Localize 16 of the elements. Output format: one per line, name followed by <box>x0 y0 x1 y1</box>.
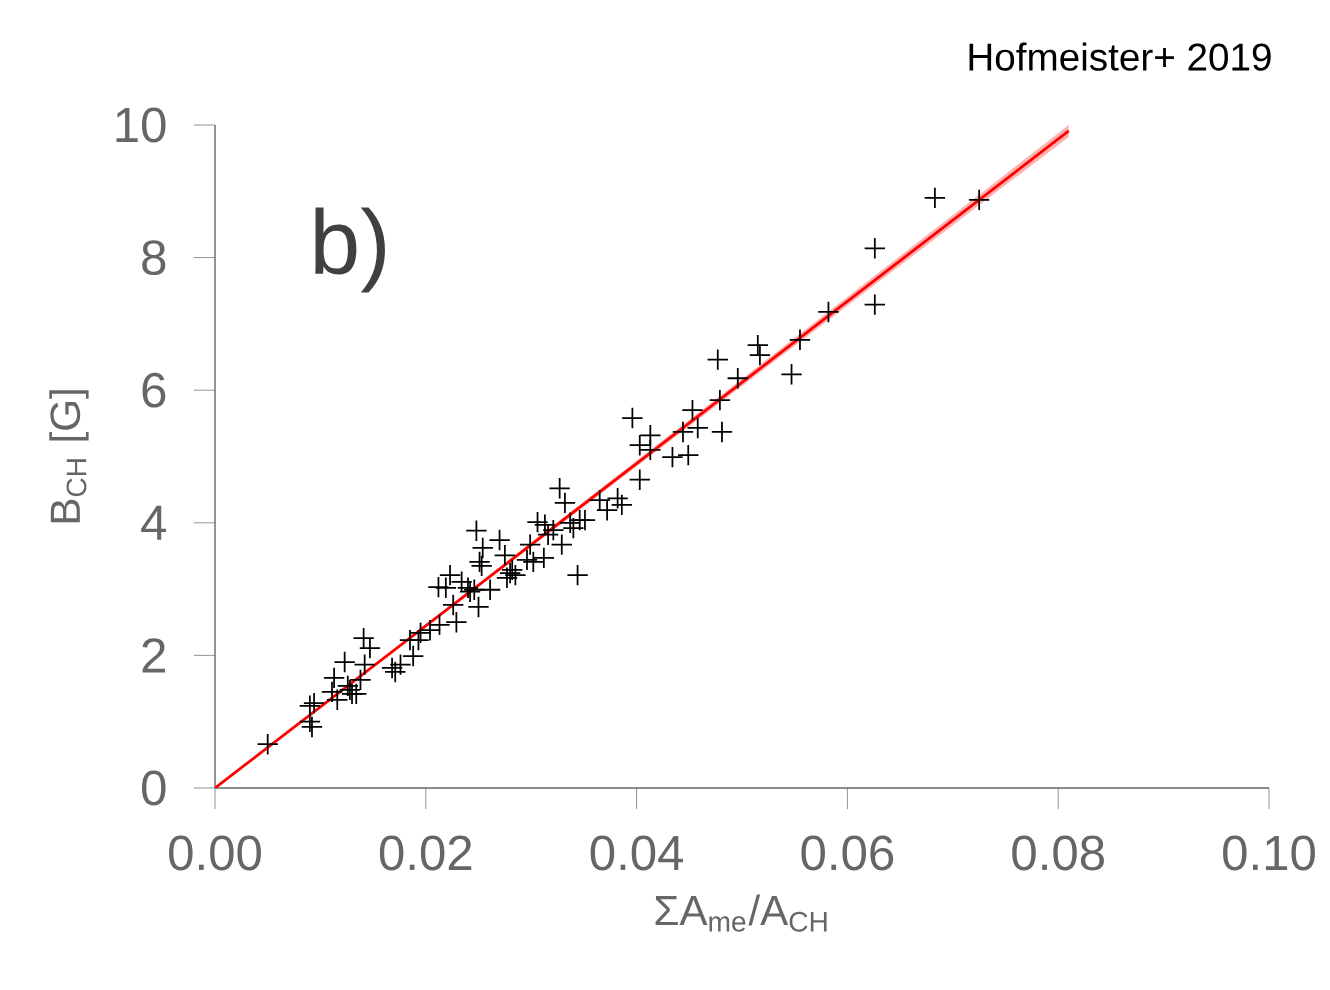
x-tick-label: 0.06 <box>801 835 894 871</box>
y-tick-label: 2 <box>142 638 165 673</box>
x-tick-label: 0.00 <box>169 835 261 871</box>
y-tick-label: 4 <box>141 505 166 540</box>
y-tick-label: 6 <box>142 372 166 408</box>
x-tick-label: 0.02 <box>379 835 472 871</box>
x-tick-label: 0.10 <box>1223 835 1315 871</box>
y-tick-label: 10 <box>116 107 166 143</box>
annotation: b) <box>315 207 385 293</box>
text: Hofmeister+ 2019 <box>969 42 1271 71</box>
y-axis-title: B$_{CH}$ [G] <box>49 390 89 523</box>
x-axis-title: ΣA$_{me}$/A$_{CH}$ <box>655 894 827 932</box>
y-tick-label: 0 <box>142 770 166 806</box>
x-tick-label: 0.08 <box>1012 835 1104 871</box>
x-tick-label: 0.04 <box>590 835 684 871</box>
y-tick-label: 8 <box>142 240 166 276</box>
